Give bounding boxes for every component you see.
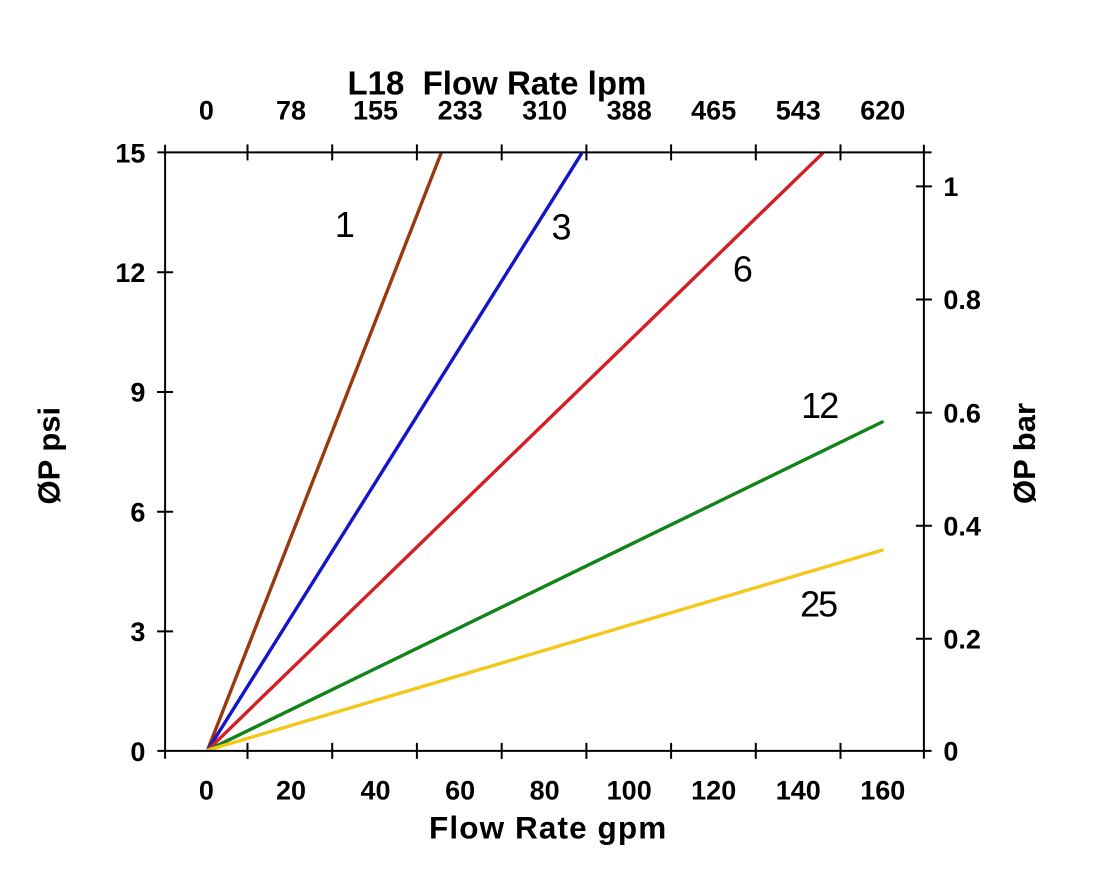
- svg-text:100: 100: [607, 776, 652, 806]
- svg-text:543: 543: [776, 96, 821, 126]
- svg-text:40: 40: [360, 776, 390, 806]
- svg-text:0: 0: [130, 737, 145, 767]
- svg-text:233: 233: [438, 96, 483, 126]
- svg-text:0: 0: [199, 776, 214, 806]
- svg-text:12: 12: [115, 258, 145, 288]
- svg-text:ØP bar: ØP bar: [1007, 403, 1042, 504]
- svg-text:155: 155: [353, 96, 398, 126]
- svg-text:0: 0: [943, 737, 958, 767]
- svg-text:388: 388: [607, 96, 652, 126]
- svg-text:1: 1: [335, 204, 355, 245]
- svg-text:6: 6: [733, 248, 753, 289]
- svg-text:12: 12: [801, 385, 838, 426]
- svg-text:310: 310: [522, 96, 567, 126]
- svg-text:L18 Flow Rate lpm: L18 Flow Rate lpm: [347, 65, 646, 102]
- svg-text:140: 140: [776, 776, 821, 806]
- svg-text:25: 25: [800, 584, 837, 625]
- svg-text:3: 3: [551, 207, 571, 248]
- svg-text:78: 78: [276, 96, 306, 126]
- svg-text:60: 60: [445, 776, 475, 806]
- svg-text:160: 160: [860, 776, 905, 806]
- svg-text:1: 1: [943, 172, 958, 202]
- svg-text:0.4: 0.4: [943, 511, 981, 541]
- svg-text:15: 15: [115, 138, 145, 168]
- svg-text:0.8: 0.8: [943, 285, 981, 315]
- svg-text:120: 120: [691, 776, 736, 806]
- svg-text:620: 620: [860, 96, 905, 126]
- svg-text:20: 20: [276, 776, 306, 806]
- svg-text:0.6: 0.6: [943, 398, 981, 428]
- svg-text:ØP psi: ØP psi: [32, 407, 67, 505]
- svg-text:0.2: 0.2: [943, 625, 981, 655]
- svg-text:9: 9: [130, 378, 145, 408]
- svg-text:0: 0: [199, 96, 214, 126]
- svg-text:Flow Rate gpm: Flow Rate gpm: [429, 810, 667, 846]
- svg-text:6: 6: [130, 497, 145, 527]
- svg-text:80: 80: [530, 776, 560, 806]
- svg-text:465: 465: [691, 96, 736, 126]
- svg-text:3: 3: [130, 617, 145, 647]
